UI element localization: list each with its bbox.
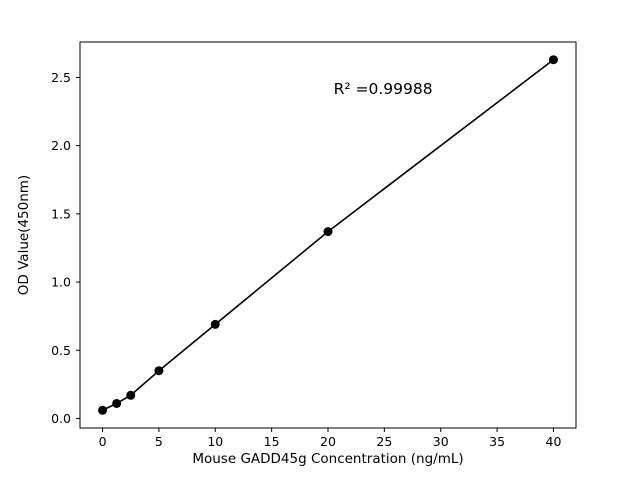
- x-tick-label: 15: [264, 434, 280, 449]
- x-tick-label: 10: [207, 434, 223, 449]
- y-tick-label: 2.5: [51, 70, 71, 85]
- y-tick-label: 2.0: [51, 138, 71, 153]
- data-point: [154, 366, 164, 376]
- y-axis-label: OD Value(450nm): [16, 175, 32, 295]
- x-tick-label: 20: [320, 434, 336, 449]
- data-point: [98, 405, 108, 415]
- data-point: [548, 55, 558, 65]
- data-point: [126, 390, 136, 400]
- x-tick-label: 0: [99, 434, 107, 449]
- y-tick-label: 0.0: [51, 411, 71, 426]
- plot-area: 0 5 10 15 20 25 30 35 40 0.0 0.5 1.0 1.5 2.0 2.5 R² =0.…: [51, 41, 577, 449]
- x-tick-label: 25: [376, 434, 392, 449]
- data-point: [112, 398, 122, 408]
- r-squared-annotation: R² =0.99988: [334, 80, 433, 98]
- x-tick-label: 30: [433, 434, 449, 449]
- y-tick-label: 0.5: [51, 343, 71, 358]
- x-tick-label: 35: [489, 434, 505, 449]
- x-axis-label: Mouse GADD45g Concentration (ng/mL): [192, 451, 463, 467]
- y-tick-label: 1.0: [51, 275, 71, 290]
- x-tick-label: 5: [155, 434, 163, 449]
- x-tick-label: 40: [546, 434, 562, 449]
- y-tick-label: 1.5: [51, 206, 71, 221]
- data-point: [210, 319, 220, 329]
- data-point: [323, 227, 333, 237]
